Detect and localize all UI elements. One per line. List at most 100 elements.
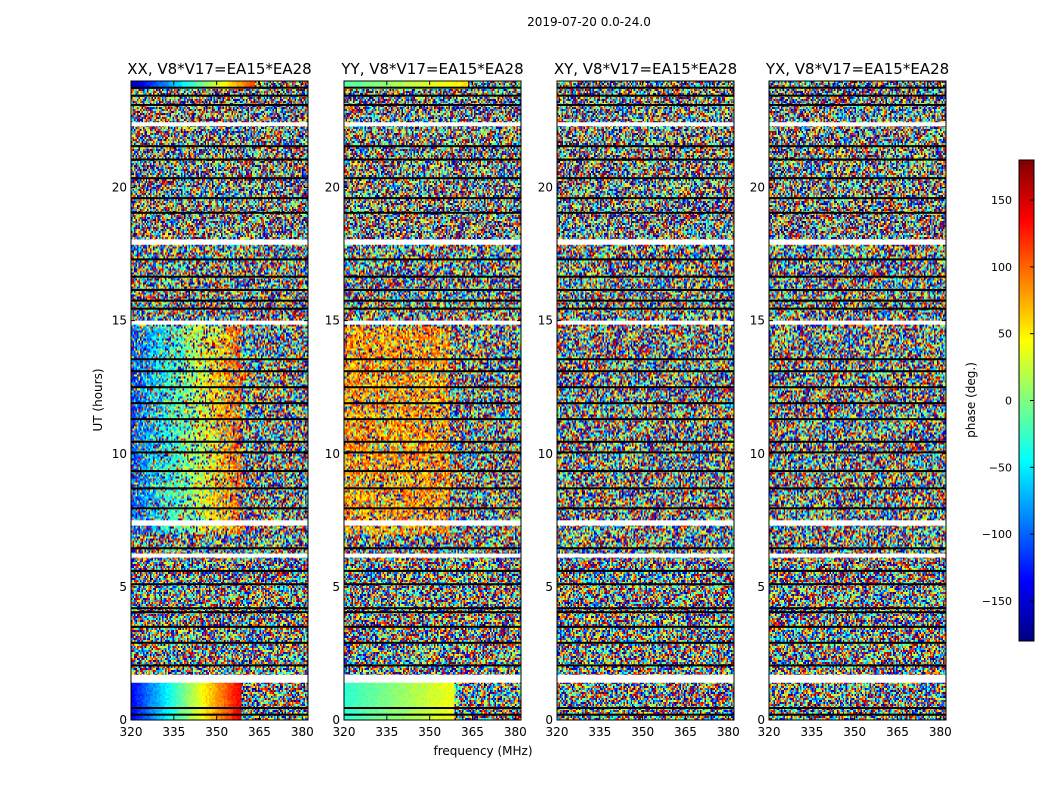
panel-frame [130,80,309,721]
blank-interval [344,553,521,558]
flagged-line [131,451,308,454]
flagged-line [131,470,308,473]
flagged-line [131,145,308,148]
flagged-line [131,569,308,572]
phase-raster [769,81,946,720]
phase-raster [344,81,521,720]
flagged-line [769,583,946,586]
panel-title: YY, V8*V17=EA15*EA28 [340,60,523,78]
y-tick-label: 20 [538,181,553,195]
flagged-line [769,370,946,373]
flagged-line [557,158,734,161]
blank-interval [131,674,308,683]
y-tick-label: 15 [325,314,340,328]
y-tick-label: 0 [757,713,765,727]
blank-interval [344,320,521,325]
flagged-line [131,625,308,628]
flagged-line [344,418,521,421]
flagged-line [557,86,734,89]
flagged-line [344,641,521,644]
flagged-line [769,611,946,614]
flagged-line [557,402,734,405]
x-tick-label: 320 [546,725,569,739]
x-tick-label: 350 [418,725,441,739]
flagged-line [344,547,521,550]
flagged-line [769,358,946,361]
flagged-line [557,299,734,302]
y-tick-label: 0 [545,713,553,727]
x-tick-label: 335 [162,725,185,739]
flagged-line [344,713,521,716]
x-tick-label: 365 [461,725,484,739]
flagged-line [557,547,734,550]
flagged-line [557,370,734,373]
blank-interval [131,320,308,325]
flagged-line [131,607,308,610]
flagged-line [344,664,521,667]
panel-3: XY, V8*V17=EA15*EA28 320 335 350 365 380 0 5 10 1… [538,60,740,739]
x-tick-label: 335 [800,725,823,739]
flagged-line [344,583,521,586]
blank-interval [131,520,308,526]
flagged-line [131,158,308,161]
flagged-line [131,289,308,292]
flagged-line [769,289,946,292]
blank-interval [557,122,734,127]
x-tick-label: 380 [504,725,527,739]
flagged-line [557,451,734,454]
blank-interval [344,239,521,245]
flagged-line [131,358,308,361]
flagged-line [557,275,734,278]
y-tick-label: 20 [112,181,127,195]
x-tick-label: 335 [588,725,611,739]
phase-raster [557,81,734,720]
flagged-line [131,197,308,200]
flagged-line [769,607,946,610]
flagged-line [557,418,734,421]
x-tick-label: 380 [291,725,314,739]
flagged-line [131,664,308,667]
flagged-line [769,507,946,510]
suptitle: 2019-07-20 0.0-24.0 [527,15,651,29]
panels: XX, V8*V17=EA15*EA28 320 335 350 365 380 0 5 10 1… [112,60,952,739]
flagged-line [557,713,734,716]
flagged-line [769,569,946,572]
flagged-line [769,402,946,405]
flagged-line [557,611,734,614]
flagged-line [344,94,521,97]
colorbar-tick-label: −100 [982,528,1012,541]
flagged-line [344,507,521,510]
blank-interval [557,520,734,526]
flagged-line [557,177,734,180]
flagged-line [344,289,521,292]
flagged-line [557,289,734,292]
blank-interval [769,320,946,325]
x-tick-label: 380 [929,725,952,739]
flagged-line [344,86,521,89]
panel-1: XX, V8*V17=EA15*EA28 320 335 350 365 380 0 5 10 1… [112,60,314,739]
blank-interval [557,674,734,683]
flagged-line [131,211,308,214]
flagged-line [769,94,946,97]
y-tick-label: 10 [538,447,553,461]
flagged-line [769,707,946,710]
blank-interval [131,239,308,245]
flagged-line [344,611,521,614]
flagged-line [131,177,308,180]
x-tick-label: 365 [886,725,909,739]
flagged-line [557,625,734,628]
flagged-line [344,177,521,180]
flagged-line [557,197,734,200]
flagged-line [344,707,521,710]
flagged-line [769,547,946,550]
flagged-line [769,258,946,261]
flagged-line [344,370,521,373]
flagged-line [131,641,308,644]
flagged-line [131,299,308,302]
x-tick-label: 350 [205,725,228,739]
flagged-line [344,299,521,302]
flagged-line [557,358,734,361]
panel-frame [343,80,522,721]
blank-interval [557,239,734,245]
flagged-line [769,451,946,454]
